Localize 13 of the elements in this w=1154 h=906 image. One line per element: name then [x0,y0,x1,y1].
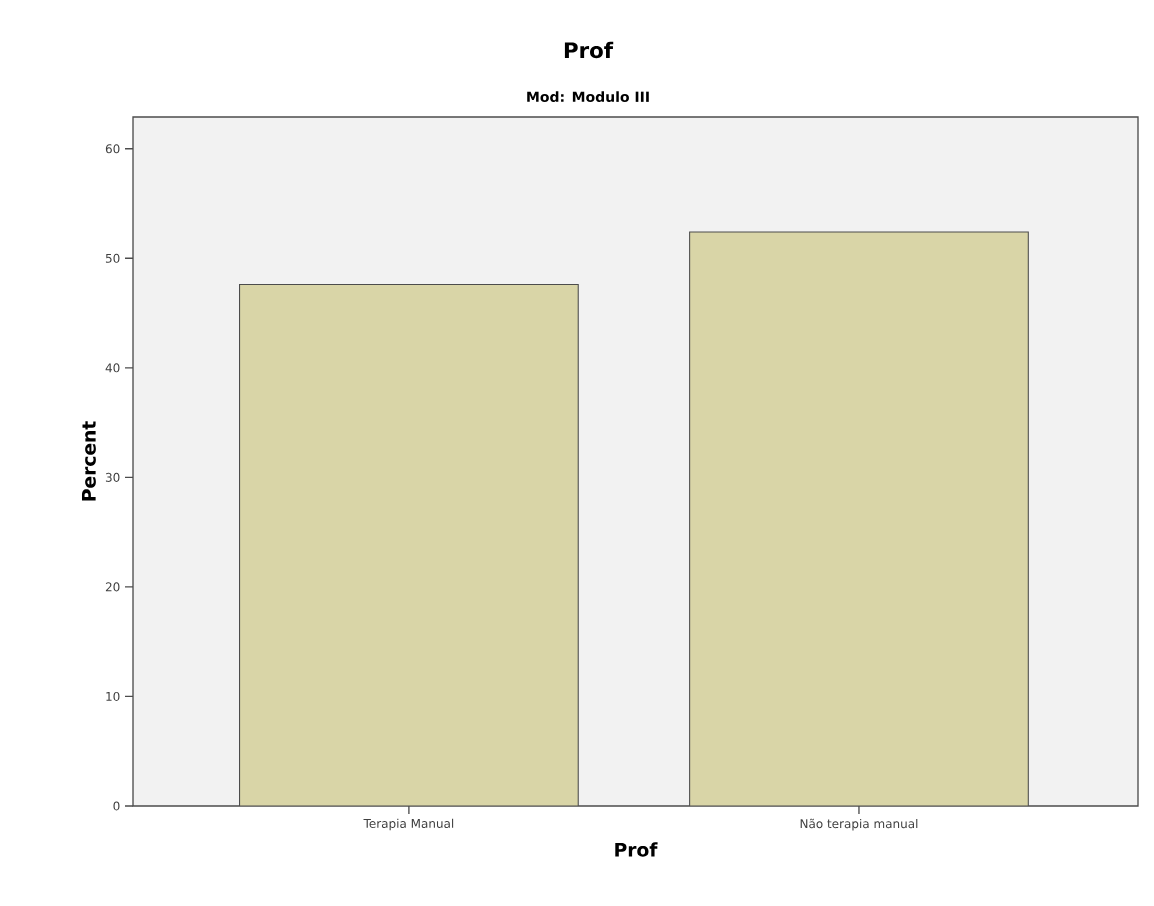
chart-title: Prof [564,41,614,59]
x-tick-label: Não terapia manual [800,818,918,831]
x-tick-label: Terapia Manual [363,818,454,831]
chart-subtitle: Mod: Modulo III [527,91,649,103]
y-tick-label: 40 [105,363,120,373]
y-tick-label: 50 [105,253,120,263]
y-tick-label: 30 [105,472,120,482]
y-tick-label: 0 [113,801,120,811]
x-axis-title: Prof [615,842,658,857]
y-tick-label: 60 [105,144,120,154]
y-axis-title: Percent [81,421,96,501]
y-tick-label: 10 [106,691,120,701]
y-tick-label: 20 [105,582,120,592]
